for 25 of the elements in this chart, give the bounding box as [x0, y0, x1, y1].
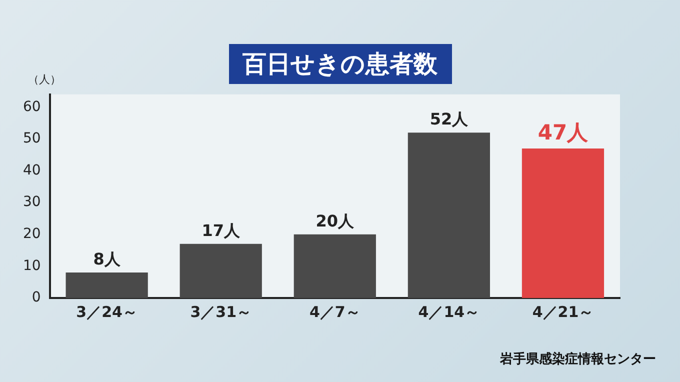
y-tick-label: 0: [32, 290, 41, 306]
x-tick-label: 4／14～: [418, 302, 480, 321]
bar: [408, 132, 490, 298]
data-label: 47人: [538, 120, 590, 144]
data-label: 17人: [202, 221, 242, 240]
x-tick-label: 4／7～: [309, 302, 360, 321]
text: 岩手県感染症情報センター: [500, 350, 656, 368]
bar: [66, 272, 148, 298]
x-tick-label: 3／24～: [76, 302, 138, 321]
data-label: 20人: [316, 212, 356, 231]
y-tick-label: 20: [22, 226, 41, 242]
y-tick-label: 30: [22, 194, 41, 210]
bar: [180, 244, 262, 298]
x-tick-label: 4／21～: [532, 302, 594, 321]
bar: [522, 148, 604, 298]
data-label: 52人: [430, 110, 470, 129]
chart-title: 百日せきの患者数: [228, 44, 452, 84]
x-tick-label: 3／31～: [190, 302, 252, 321]
y-tick-label: 40: [22, 162, 41, 178]
bar: [294, 234, 376, 298]
y-tick-label: 50: [22, 130, 41, 147]
data-label: 8人: [93, 250, 122, 269]
y-axis-title: （人）: [28, 72, 61, 87]
y-tick-label: 60: [22, 98, 41, 115]
y-tick-label: 10: [22, 258, 41, 274]
